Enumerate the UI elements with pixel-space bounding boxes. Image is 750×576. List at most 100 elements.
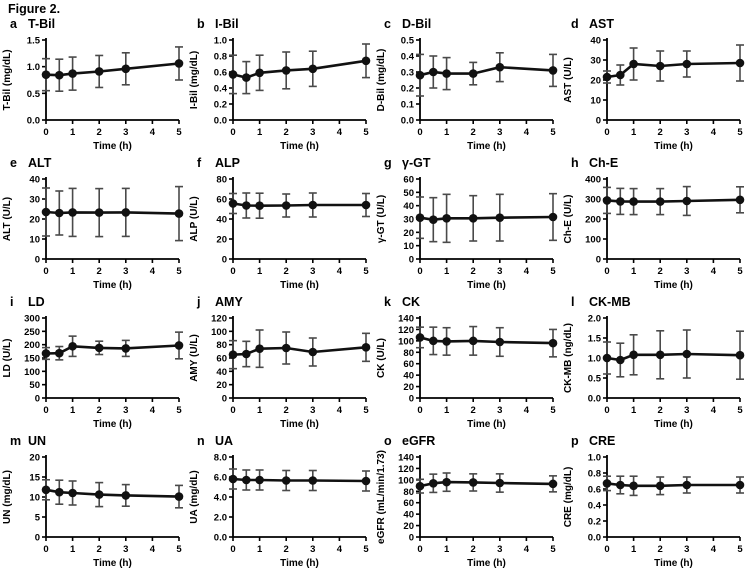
series-line — [232, 477, 367, 483]
y-tick-label: 300 — [24, 314, 40, 325]
panel-name: UN — [28, 434, 47, 448]
y-axis-label: γ-GT (U/L) — [376, 195, 387, 243]
panel-name: Ch-E — [589, 156, 619, 170]
x-tick-label: 0 — [230, 127, 235, 138]
x-tick-label: 1 — [70, 405, 76, 416]
data-point — [602, 479, 612, 488]
data-point — [415, 333, 425, 342]
data-points — [228, 343, 371, 359]
y-tick-label: 20 — [216, 235, 227, 246]
data-point — [228, 474, 238, 484]
x-tick-label: 4 — [524, 544, 530, 555]
panel-name: AST — [589, 17, 614, 31]
y-tick-label: 200 — [585, 215, 601, 226]
data-point — [308, 64, 318, 74]
y-tick-label: 0.2 — [401, 84, 414, 95]
panel-letter: i — [10, 295, 14, 309]
y-tick-label: 40 — [29, 175, 40, 186]
data-point — [308, 476, 318, 485]
x-tick-label: 4 — [150, 544, 156, 555]
x-tick-label: 5 — [176, 405, 182, 416]
y-tick-label: 4.0 — [214, 493, 227, 504]
y-tick-label: 1.5 — [27, 36, 41, 47]
y-ticks: 0.0 0.2 0.4 0.6 0.8 1.0 — [588, 453, 607, 544]
x-tick-label: 2 — [658, 405, 663, 416]
panel-name: CRE — [589, 434, 616, 448]
data-point — [361, 56, 371, 66]
y-ticks: 0 10 20 30 40 — [29, 175, 46, 266]
y-tick-label: 0.5 — [401, 36, 415, 47]
panel-letter: c — [384, 17, 391, 31]
data-points — [602, 195, 745, 206]
data-point — [121, 344, 131, 353]
y-tick-label: 0.0 — [27, 116, 40, 127]
y-axis-label: UA (mg/dL) — [189, 470, 200, 524]
x-axis-label: Time (h) — [280, 558, 319, 569]
x-axis-label: Time (h) — [93, 558, 132, 569]
y-tick-label: 40 — [216, 367, 227, 378]
axes — [419, 316, 553, 399]
y-ticks: 0.0 0.2 0.4 0.6 0.8 1.0 — [214, 36, 233, 127]
x-tick-label: 2 — [284, 266, 289, 277]
data-point — [429, 215, 438, 224]
x-axis-label: Time (h) — [467, 419, 506, 430]
data-point — [41, 485, 51, 495]
x-tick-label: 1 — [444, 405, 450, 416]
data-point — [629, 350, 638, 360]
chart-panel-d: d AST 0 10 20 30 40 0 1 2 3 4 5 AST (U/L) Time (h) — [561, 16, 748, 155]
data-points — [228, 199, 371, 210]
series-line — [606, 61, 741, 79]
series-line — [419, 215, 554, 222]
data-point — [629, 481, 638, 491]
y-tick-label: 0.0 — [588, 394, 601, 405]
panel-title: d AST — [561, 16, 748, 32]
x-tick-label: 5 — [363, 405, 369, 416]
chart-panel-c: c D-Bil 0.0 0.1 0.2 0.3 0.4 0.5 0 1 2 3 4 5 D-Bil (mg/… — [374, 16, 561, 155]
chart-panel-o: o eGFR 0 20 40 60 80 100 120 140 0 1 2 3 4 5 eGFR (mL/mi… — [374, 433, 561, 572]
x-tick-label: 0 — [43, 127, 48, 138]
x-tick-label: 3 — [123, 266, 128, 277]
data-point — [735, 195, 745, 205]
x-tick-label: 3 — [684, 544, 689, 555]
axes — [45, 177, 179, 260]
y-tick-label: 20 — [590, 76, 601, 87]
data-point — [242, 349, 251, 359]
y-tick-label: 0.0 — [401, 116, 414, 127]
series-line — [606, 482, 740, 488]
y-tick-label: 1.5 — [588, 334, 602, 345]
panel-letter: l — [571, 295, 575, 309]
data-point — [68, 488, 77, 498]
panel-letter: j — [197, 295, 201, 309]
x-tick-label: 3 — [310, 266, 315, 277]
y-tick-label: 140 — [398, 314, 414, 325]
y-tick-label: 300 — [585, 195, 601, 206]
y-tick-label: 20 — [403, 521, 414, 532]
data-point — [255, 475, 264, 485]
panel-title: a T-Bil — [0, 16, 187, 32]
y-tick-label: 2.0 — [588, 314, 601, 325]
chart-Ch-E: 0 100 200 300 400 0 1 2 3 4 5 Ch-E (U/L) Time (h) — [563, 175, 745, 291]
panel-name: D-Bil — [402, 17, 432, 31]
panel-title: f ALP — [187, 155, 374, 171]
series-line — [419, 65, 554, 77]
axes — [45, 316, 179, 399]
data-point — [735, 480, 745, 490]
x-tick-label: 5 — [176, 266, 182, 277]
data-point — [55, 70, 64, 80]
y-axis-label: LD (U/L) — [2, 339, 13, 378]
data-point — [255, 68, 264, 78]
series-line — [45, 488, 180, 498]
axes — [606, 177, 740, 260]
panel-letter: f — [197, 156, 202, 170]
y-tick-label: 120 — [211, 314, 227, 325]
x-ticks: 0 1 2 3 4 5 — [417, 398, 556, 416]
data-point — [495, 337, 505, 347]
x-tick-label: 4 — [711, 405, 717, 416]
chart-panel-k: k CK 0 20 40 60 80 100 120 140 0 1 2 3 4 5 CK (U/L) Time … — [374, 294, 561, 433]
panel-name: CK — [402, 295, 421, 309]
chart-panel-p: p CRE 0.0 0.2 0.4 0.6 0.8 1.0 0 1 2 3 4 5 CRE (mg/dL) T… — [561, 433, 748, 572]
x-tick-label: 3 — [684, 405, 689, 416]
y-tick-label: 60 — [403, 359, 414, 370]
x-ticks: 0 1 2 3 4 5 — [43, 259, 182, 277]
data-point — [548, 66, 558, 75]
